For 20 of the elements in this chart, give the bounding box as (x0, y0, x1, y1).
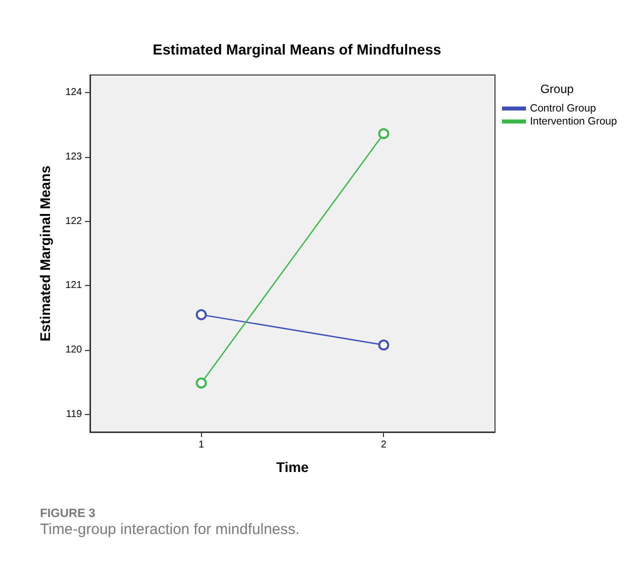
point (196, 309, 207, 320)
x-axis-title: Time (276, 459, 309, 475)
chart-title: Estimated Marginal Means of Mindfulness (152, 42, 442, 58)
y-tick-label: 120 (65, 344, 82, 356)
y-tick-label: 123 (65, 151, 82, 162)
caption: FIGURE 3 (40, 506, 96, 520)
y-tick-label: 124 (65, 86, 82, 98)
point (196, 378, 207, 389)
x-tick-label: 1 (198, 440, 205, 450)
y-axis-title: Estimated Marginal Means (37, 165, 53, 342)
legend-title: Group (540, 82, 574, 96)
text: Time-group interaction for mindfulness. (40, 521, 300, 538)
legend-label: Control Group (530, 102, 596, 114)
legend-label: Intervention Group (530, 116, 618, 128)
y-tick-label: 122 (65, 216, 82, 227)
point (378, 340, 390, 351)
point (378, 128, 390, 140)
y-tick-label: 119 (66, 409, 82, 420)
x-tick-label: 2 (380, 440, 387, 450)
y-tick-label: 121 (65, 280, 82, 292)
